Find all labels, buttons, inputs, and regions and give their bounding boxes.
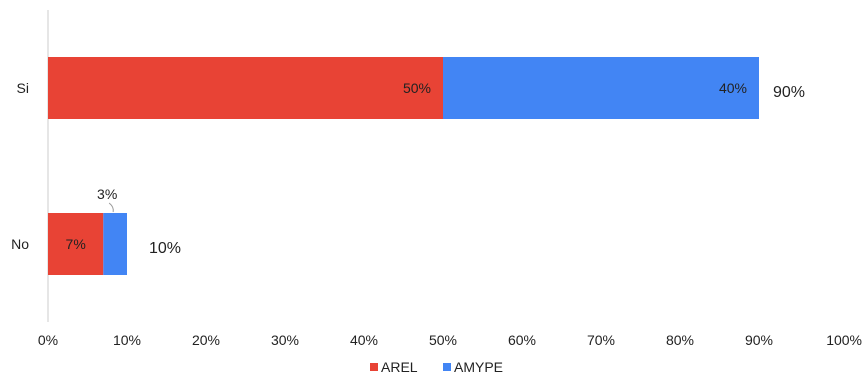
bar-amype-no: [103, 213, 127, 275]
legend-label-arel: AREL: [381, 359, 418, 375]
data-label-amype-si: 40%: [719, 80, 747, 96]
bar-arel-si: [48, 57, 443, 119]
data-label-arel-si: 50%: [403, 80, 431, 96]
category-label-no: No: [11, 236, 29, 252]
bar-amype-si: [443, 57, 759, 119]
legend-label-amype: AMYPE: [454, 359, 503, 375]
data-label-leader-amype-no: [108, 202, 114, 213]
total-label-si: 90%: [773, 84, 805, 101]
x-tick-label: 100%: [826, 332, 862, 348]
x-tick-label: 50%: [429, 332, 457, 348]
x-tick-label: 10%: [113, 332, 141, 348]
legend-swatch-arel: [370, 363, 378, 371]
bars-layer: [48, 57, 759, 275]
legend: AREL AMYPE: [370, 359, 503, 375]
x-tick-label: 0%: [38, 332, 58, 348]
x-tick-label: 90%: [745, 332, 773, 348]
data-label-amype-no: 3%: [97, 186, 117, 202]
bar-arel-no: [48, 213, 104, 275]
x-tick-label: 70%: [587, 332, 615, 348]
x-tick-label: 80%: [666, 332, 694, 348]
legend-swatch-amype: [443, 363, 451, 371]
x-tick-label: 40%: [350, 332, 378, 348]
x-tick-label: 60%: [508, 332, 536, 348]
category-label-si: Si: [17, 80, 29, 96]
x-tick-label: 30%: [271, 332, 299, 348]
labels-layer: Si 50% 40% 90% No 7% 3% 10%: [11, 80, 805, 257]
data-label-arel-no: 7%: [66, 236, 86, 252]
x-axis-ticks: 0% 10% 20% 30% 40% 50% 60% 70% 80% 90% 100%: [38, 332, 862, 348]
x-tick-label: 20%: [192, 332, 220, 348]
total-label-no: 10%: [149, 240, 181, 257]
